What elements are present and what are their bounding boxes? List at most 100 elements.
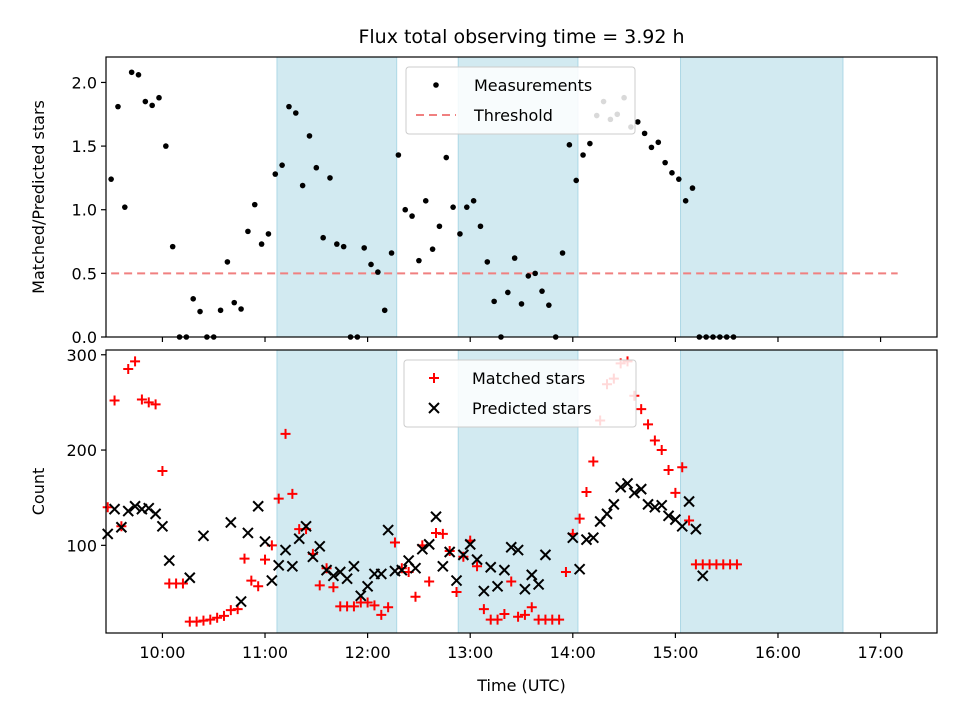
measurement-point: [245, 228, 251, 235]
matched-stars-point: [273, 493, 284, 504]
predicted-stars-point: [437, 560, 449, 573]
matched-stars-point: [123, 364, 134, 375]
predicted-stars-point: [225, 516, 237, 529]
predicted-stars-point: [587, 532, 600, 544]
measurement-point: [662, 159, 668, 166]
predicted-stars-point: [485, 561, 497, 573]
predicted-stars-point: [197, 530, 210, 542]
predicted-stars-point: [375, 568, 387, 580]
measurement-point: [573, 177, 580, 184]
matched-stars-point: [389, 537, 400, 548]
matched-stars-point: [348, 601, 359, 612]
predicted-stars-point: [423, 538, 435, 551]
measurement-point: [580, 152, 586, 158]
y-tick-label: 300: [66, 346, 97, 365]
y-axis-label: Count: [29, 468, 48, 516]
measurement-point: [340, 243, 347, 250]
predicted-stars-point: [642, 498, 654, 511]
measurement-point: [169, 243, 176, 250]
matched-stars-point: [526, 602, 537, 613]
observing-interval-shade: [680, 56, 844, 338]
observing-interval-shade: [276, 349, 398, 634]
measurement-point: [375, 269, 381, 275]
predicted-stars-point: [450, 574, 463, 587]
predicted-stars-point: [601, 508, 613, 520]
matched-stars-point: [472, 561, 483, 572]
axes-frame: [105, 56, 938, 338]
matched-stars-point: [554, 614, 565, 625]
y-tick-label: 0.5: [72, 264, 97, 283]
predicted-stars-point: [184, 572, 196, 584]
predicted-stars-point: [235, 595, 247, 608]
measurement-point: [463, 204, 470, 210]
predicted-stars-point: [361, 580, 374, 593]
predicted-stars-point: [382, 524, 394, 536]
measurement-point: [689, 185, 696, 191]
predicted-stars-point: [621, 477, 634, 490]
matched-stars-point: [670, 487, 681, 498]
measurement-point: [217, 307, 224, 314]
predicted-stars-point: [122, 505, 134, 517]
measurement-point: [381, 307, 388, 314]
matched-stars-point: [656, 445, 667, 456]
legend-box: [403, 359, 637, 428]
measurement-point: [313, 164, 320, 171]
predicted-stars-point: [697, 570, 709, 582]
x-tick-label: 11:00: [242, 643, 288, 662]
predicted-stars-point: [307, 551, 319, 563]
matched-stars-point: [437, 528, 448, 539]
matched-stars-point: [636, 404, 647, 415]
matched-stars-point: [177, 578, 188, 589]
predicted-stars-point: [272, 559, 285, 572]
measurement-point: [566, 142, 573, 148]
legend-marker-x: [428, 402, 440, 414]
predicted-stars-point: [690, 523, 702, 535]
x-tick-label: 12:00: [345, 643, 391, 662]
measurement-point: [587, 140, 593, 147]
measurement-point: [436, 223, 443, 230]
matched-stars-point: [424, 576, 435, 587]
predicted-stars-point: [102, 528, 114, 540]
measurement-point: [682, 198, 689, 204]
matched-stars-point: [314, 580, 325, 591]
measurement-point: [299, 182, 306, 189]
measurement-point: [429, 246, 436, 252]
matched-stars-point: [143, 397, 154, 408]
matched-stars-point: [212, 612, 223, 623]
measurement-point: [457, 231, 463, 237]
predicted-stars-point: [286, 560, 299, 573]
predicted-stars-point: [526, 569, 538, 581]
measurement-point: [128, 69, 135, 76]
matched-stars-point: [287, 488, 298, 499]
matched-stars-point: [649, 435, 660, 446]
matched-stars-point: [574, 513, 585, 524]
matched-stars-point: [458, 551, 469, 562]
predicted-stars-point: [156, 520, 169, 532]
x-tick-label: 15:00: [652, 643, 698, 662]
top-panel: 0.0 0.5 1.0 1.5 2.0 Flux total observing time…: [29, 26, 938, 347]
predicted-stars-point: [314, 540, 326, 552]
matched-stars-point: [376, 609, 387, 620]
measurement-point: [251, 201, 258, 208]
measurement-point: [559, 250, 566, 256]
predicted-stars-point: [163, 554, 175, 567]
predicted-stars-point: [662, 510, 675, 522]
measurement-point: [511, 255, 518, 261]
legend: Measurements Threshold: [405, 66, 636, 135]
measurement-point: [108, 176, 114, 182]
measurement-point: [491, 298, 497, 305]
legend-marker-dot: [433, 82, 439, 88]
measurement-point: [156, 94, 162, 101]
matched-stars-point: [260, 554, 271, 565]
y-tick-label: 1.5: [72, 137, 97, 156]
measurement-point: [484, 259, 491, 265]
measurement-point: [197, 308, 203, 315]
matched-stars-point: [109, 395, 120, 406]
predicted-stars-point: [464, 538, 476, 551]
observing-interval-shade: [680, 349, 844, 634]
matched-stars-point: [218, 610, 229, 621]
measurement-point: [641, 130, 648, 137]
measurement-point: [265, 231, 272, 237]
matched-stars-point: [369, 600, 380, 611]
measurement-point: [361, 245, 367, 251]
